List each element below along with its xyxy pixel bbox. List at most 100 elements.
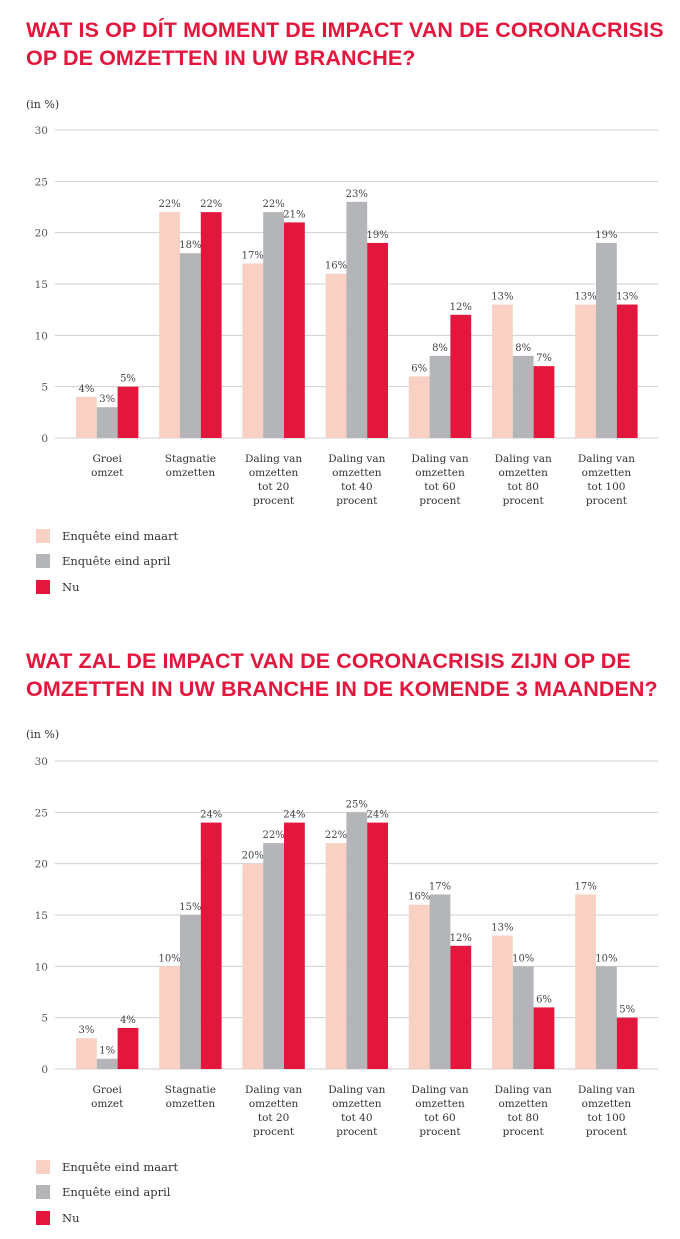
category-label: omzetten [249, 467, 299, 479]
chart-title-line-1: WAT IS OP DÍT MOMENT DE IMPACT VAN DE CO… [26, 18, 664, 42]
category-label: Daling van [245, 453, 302, 465]
data-label: 5% [619, 1005, 635, 1016]
category-label: tot 60 [424, 1112, 455, 1124]
legend-label: Enquête eind april [62, 1185, 171, 1200]
category-label: omzetten [498, 467, 548, 479]
y-tick-label: 5 [41, 382, 48, 394]
category-label: Daling van [328, 453, 385, 465]
bar [616, 304, 638, 438]
bar [263, 843, 284, 1069]
category-label: omzetten [166, 467, 216, 479]
bar [200, 212, 222, 438]
category-label: omzetten [415, 1098, 465, 1110]
category-label: Daling van [495, 1084, 552, 1096]
bar [450, 945, 472, 1069]
category-label: Daling van [411, 453, 468, 465]
category-label: tot 80 [507, 481, 538, 493]
bar [117, 1027, 139, 1069]
data-label: 22% [262, 830, 284, 841]
bar [346, 812, 368, 1069]
category-label: tot 40 [341, 481, 372, 493]
legend-item-maart: Enquête eind maart [36, 523, 178, 549]
bar [450, 314, 472, 438]
data-label: 8% [515, 343, 531, 354]
category-label: Groei [93, 1084, 123, 1096]
category-label: Daling van [495, 453, 552, 465]
legend-item-maart: Enquête eind maart [36, 1154, 178, 1180]
data-label: 17% [242, 250, 264, 261]
data-label: 8% [432, 343, 448, 354]
y-tick-label: 25 [35, 176, 48, 188]
category-label: omzetten [166, 1098, 216, 1110]
bar [325, 273, 347, 438]
category-label: omzetten [249, 1098, 299, 1110]
bar [200, 822, 222, 1069]
bar [575, 304, 596, 438]
category-label: Daling van [578, 453, 635, 465]
bar [616, 1017, 638, 1069]
data-label: 15% [179, 902, 201, 913]
data-label: 6% [536, 994, 552, 1005]
legend-label: Nu [62, 579, 80, 594]
legend-swatch-nu [36, 1210, 50, 1225]
chart-title-line-2: OP DE OMZETTEN IN UW BRANCHE? [26, 46, 416, 70]
bar [159, 212, 180, 438]
data-label: 3% [78, 1025, 94, 1036]
bar [492, 935, 513, 1069]
legend-swatch-maart [36, 528, 50, 543]
legend-swatch-maart [36, 1159, 50, 1174]
category-label: Daling van [245, 1084, 302, 1096]
y-tick-label: 0 [41, 1064, 48, 1076]
category-label: procent [253, 1126, 295, 1138]
data-label: 12% [450, 302, 472, 313]
data-label: 18% [179, 240, 201, 251]
data-label: 23% [346, 189, 368, 200]
data-label: 16% [408, 892, 430, 903]
data-label: 7% [536, 353, 552, 364]
category-label: procent [586, 495, 628, 507]
bar [512, 355, 534, 438]
category-label: tot 20 [258, 1112, 289, 1124]
legend-label: Nu [62, 1210, 80, 1225]
data-label: 21% [283, 209, 305, 220]
category-label: procent [253, 495, 295, 507]
category-label: omzetten [415, 467, 465, 479]
bar [533, 366, 555, 438]
category-label: tot 20 [258, 481, 289, 493]
bar-chart-next-3-months: 0 5 10 15 20 25 30 3% 10% 20% 22% 16% 13% 17% 1% 15% 22%… [35, 756, 658, 1138]
bar [533, 1007, 555, 1069]
category-label: procent [503, 1126, 545, 1138]
bar [180, 915, 201, 1069]
data-label: 13% [574, 292, 596, 303]
y-unit-label: (in %) [26, 98, 60, 111]
data-label: 5% [120, 374, 136, 385]
legend-swatch-april [36, 1185, 50, 1200]
data-label: 19% [595, 230, 617, 241]
category-label: tot 100 [587, 1112, 625, 1124]
data-label: 22% [158, 199, 180, 210]
y-unit-label: (in %) [26, 728, 60, 741]
y-tick-label: 5 [41, 1013, 48, 1025]
y-tick-label: 30 [35, 125, 48, 137]
data-label: 13% [491, 923, 513, 934]
category-label: Groei [93, 453, 123, 465]
legend-item-april: Enquête eind april [36, 549, 178, 575]
bar [325, 843, 347, 1069]
bar [346, 201, 368, 438]
data-label: 25% [346, 799, 368, 810]
data-label: 22% [262, 199, 284, 210]
bar [429, 355, 451, 438]
category-label: Daling van [411, 1084, 468, 1096]
bar [429, 894, 451, 1069]
bar [76, 396, 97, 438]
legend-label: Enquête eind april [62, 554, 171, 569]
bar [596, 242, 617, 438]
bar [575, 894, 596, 1069]
category-label: Stagnatie [165, 453, 216, 465]
legend-label: Enquête eind maart [62, 1159, 179, 1174]
chart-title: WAT IS OP DÍT MOMENT DE IMPACT VAN DE CO… [26, 16, 664, 72]
y-tick-label: 10 [35, 330, 48, 342]
data-label: 12% [450, 933, 472, 944]
category-label: omzetten [582, 467, 632, 479]
